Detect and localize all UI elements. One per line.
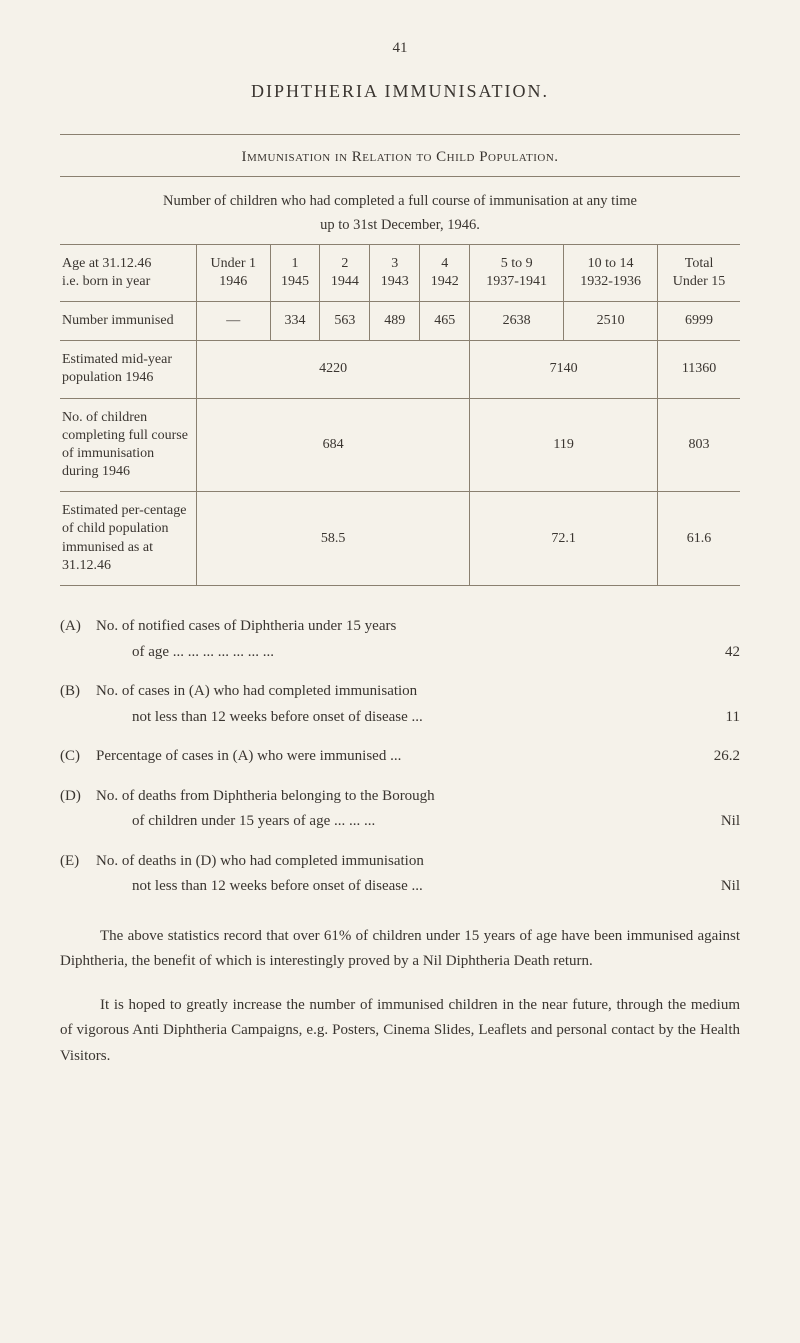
list-marker: (C) xyxy=(60,744,96,770)
header-text: 1942 xyxy=(431,274,459,289)
header-text: 1945 xyxy=(281,274,309,289)
list-value: 42 xyxy=(690,640,740,666)
header-text: 3 xyxy=(391,256,398,271)
data-cell: 2510 xyxy=(564,301,658,340)
data-cell: 563 xyxy=(320,301,370,340)
list-marker: (B) xyxy=(60,679,96,705)
list-value: Nil xyxy=(690,874,740,900)
intro-line-1: Number of children who had completed a f… xyxy=(60,191,740,211)
data-cell: 684 xyxy=(197,398,470,492)
list-body: No. of cases in (A) who had completed im… xyxy=(96,679,740,730)
paragraph-2: It is hoped to greatly increase the numb… xyxy=(60,993,740,1070)
data-cell: 6999 xyxy=(658,301,740,340)
main-title: DIPHTHERIA IMMUNISATION. xyxy=(60,81,740,102)
header-text: 5 to 9 xyxy=(501,256,533,271)
data-cell: 489 xyxy=(370,301,420,340)
header-text: 2 xyxy=(341,256,348,271)
data-cell: 2638 xyxy=(470,301,564,340)
data-cell: 11360 xyxy=(658,341,740,398)
table-row: Estimated per-centage of child populatio… xyxy=(60,492,740,586)
data-cell: 119 xyxy=(470,398,658,492)
table-row: No. of children completing full course o… xyxy=(60,398,740,492)
row-label-cell: Estimated per-centage of child populatio… xyxy=(60,492,197,586)
header-cell: Total Under 15 xyxy=(658,244,740,301)
header-cell: 3 1943 xyxy=(370,244,420,301)
data-cell: 58.5 xyxy=(197,492,470,586)
header-text: 1 xyxy=(291,256,298,271)
list-text: of age ... ... ... ... ... ... ... xyxy=(132,640,274,666)
list-text: No. of cases in (A) who had completed im… xyxy=(96,679,740,705)
list-item: (B) No. of cases in (A) who had complete… xyxy=(60,679,740,730)
row-label-cell: Estimated mid-year population 1946 xyxy=(60,341,197,398)
subtitle: Immunisation in Relation to Child Popula… xyxy=(60,149,740,166)
header-cell: Under 1 1946 xyxy=(197,244,271,301)
row-label-cell: No. of children completing full course o… xyxy=(60,398,197,492)
header-text: 4 xyxy=(441,256,448,271)
page-number: 41 xyxy=(60,40,740,57)
list-text: not less than 12 weeks before onset of d… xyxy=(132,874,423,900)
header-text: Under 15 xyxy=(673,274,726,289)
header-text: 1932-1936 xyxy=(580,274,641,289)
header-cell: 2 1944 xyxy=(320,244,370,301)
header-cell: 10 to 14 1932-1936 xyxy=(564,244,658,301)
header-cell: 5 to 9 1937-1941 xyxy=(470,244,564,301)
intro-line-2: up to 31st December, 1946. xyxy=(60,215,740,235)
list-text: Percentage of cases in (A) who were immu… xyxy=(96,744,401,770)
list-body: No. of notified cases of Diphtheria unde… xyxy=(96,614,740,665)
list-marker: (E) xyxy=(60,849,96,875)
data-cell: 72.1 xyxy=(470,492,658,586)
header-text: Age at 31.12.46 xyxy=(62,256,151,271)
list-body: No. of deaths in (D) who had completed i… xyxy=(96,849,740,900)
row-label-cell: Number immunised xyxy=(60,301,197,340)
notes-list: (A) No. of notified cases of Diphtheria … xyxy=(60,614,740,900)
header-cell: 1 1945 xyxy=(270,244,320,301)
data-cell: 803 xyxy=(658,398,740,492)
list-value: 11 xyxy=(690,705,740,731)
list-item: (E) No. of deaths in (D) who had complet… xyxy=(60,849,740,900)
divider xyxy=(60,134,740,135)
header-cell: 4 1942 xyxy=(420,244,470,301)
list-item: (D) No. of deaths from Diphtheria belong… xyxy=(60,784,740,835)
list-body: Percentage of cases in (A) who were immu… xyxy=(96,744,740,770)
data-cell: 4220 xyxy=(197,341,470,398)
list-marker: (A) xyxy=(60,614,96,640)
list-marker: (D) xyxy=(60,784,96,810)
header-text: 1937-1941 xyxy=(486,274,547,289)
header-text: 1946 xyxy=(219,274,247,289)
header-text: Under 1 xyxy=(211,256,257,271)
list-text: No. of deaths in (D) who had completed i… xyxy=(96,849,740,875)
list-text: of children under 15 years of age ... ..… xyxy=(132,809,375,835)
header-text: 1944 xyxy=(331,274,359,289)
header-text: 1943 xyxy=(381,274,409,289)
list-item: (C) Percentage of cases in (A) who were … xyxy=(60,744,740,770)
header-text: i.e. born in year xyxy=(62,274,150,289)
table-header-row: Age at 31.12.46 i.e. born in year Under … xyxy=(60,244,740,301)
list-body: No. of deaths from Diphtheria belonging … xyxy=(96,784,740,835)
table-row: Estimated mid-year population 1946 4220 … xyxy=(60,341,740,398)
divider xyxy=(60,176,740,177)
list-text: No. of deaths from Diphtheria belonging … xyxy=(96,784,740,810)
list-text: No. of notified cases of Diphtheria unde… xyxy=(96,614,740,640)
list-text: not less than 12 weeks before onset of d… xyxy=(132,705,423,731)
header-text: Total xyxy=(685,256,714,271)
immunisation-table: Age at 31.12.46 i.e. born in year Under … xyxy=(60,244,740,586)
header-cell: Age at 31.12.46 i.e. born in year xyxy=(60,244,197,301)
data-cell: 7140 xyxy=(470,341,658,398)
data-cell: 334 xyxy=(270,301,320,340)
table-row: Number immunised — 334 563 489 465 2638 … xyxy=(60,301,740,340)
list-value: Nil xyxy=(690,809,740,835)
paragraph-1: The above statistics record that over 61… xyxy=(60,924,740,975)
data-cell: 61.6 xyxy=(658,492,740,586)
header-text: 10 to 14 xyxy=(588,256,634,271)
data-cell: 465 xyxy=(420,301,470,340)
data-cell: — xyxy=(197,301,271,340)
list-value: 26.2 xyxy=(690,744,740,770)
list-item: (A) No. of notified cases of Diphtheria … xyxy=(60,614,740,665)
